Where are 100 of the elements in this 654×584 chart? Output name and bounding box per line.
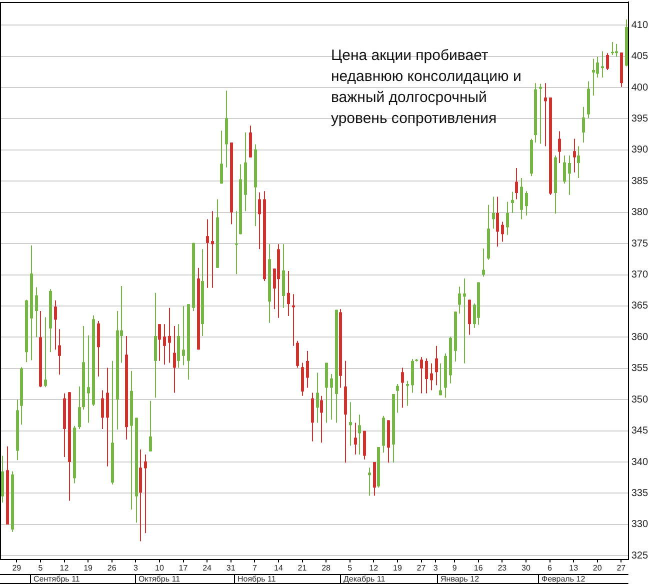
y-tick-label: 400	[631, 82, 648, 94]
x-tick-label: 12	[369, 563, 379, 572]
x-tick-label: 31	[226, 563, 236, 572]
candlestick	[573, 138, 576, 173]
candlestick	[539, 83, 542, 144]
text: Декабрь 11	[344, 574, 386, 584]
y-tick-label: 360	[631, 332, 648, 343]
x-tick-label: 14	[274, 563, 284, 572]
candlestick	[287, 270, 290, 316]
x-tick-label: 20	[592, 563, 602, 572]
x-tick-label: 3	[133, 563, 138, 572]
x-tick-label: 30	[522, 563, 531, 572]
candlestick	[258, 192, 261, 250]
candlestick	[563, 155, 566, 184]
candlestick	[496, 196, 499, 248]
candlestick	[592, 58, 595, 96]
candlestick	[439, 362, 442, 396]
candlestick	[492, 196, 495, 230]
x-tick-label: 19	[393, 563, 402, 572]
candlestick	[168, 307, 171, 364]
candlestick	[358, 414, 361, 456]
candlestick	[163, 324, 166, 366]
x-tick-label: 5	[348, 563, 353, 572]
candlestick	[101, 390, 104, 430]
candlestick	[87, 334, 90, 424]
candlestick	[420, 356, 423, 394]
candlestick	[173, 325, 176, 394]
candlestick	[220, 130, 223, 184]
x-tick-label: 21	[298, 563, 308, 572]
y-tick-label: 380	[631, 207, 648, 218]
x-tick-label: 5	[38, 563, 44, 572]
y-tick-label: 330	[631, 519, 648, 530]
x-tick-label: 12	[60, 563, 70, 572]
candlestick	[320, 395, 323, 444]
candlestick	[430, 362, 433, 391]
candlestick	[349, 402, 352, 446]
x-tick-label: 19	[84, 563, 94, 572]
x-tick-label: 27	[416, 563, 426, 572]
x-tick-label: 10	[155, 563, 164, 572]
y-tick-label: 350	[631, 394, 648, 406]
candlestick	[58, 328, 61, 376]
x-tick-label: 23	[498, 563, 508, 572]
text: Февраль 12	[542, 574, 586, 584]
x-tick-label: 17	[178, 563, 188, 572]
x-tick-label: 27	[616, 563, 626, 572]
candlestick	[78, 386, 81, 430]
candlestick	[511, 191, 514, 214]
y-tick-label: 335	[631, 488, 648, 499]
y-tick-label: 390	[631, 144, 648, 156]
candlestick	[206, 218, 209, 288]
y-tick-label: 410	[631, 20, 648, 31]
candlestick	[211, 210, 214, 288]
y-tick-label: 365	[631, 300, 648, 312]
text: Сентябрь 11	[34, 574, 80, 584]
annotation: Цена акции пробивает недавнюю консолидацию и важный долгосрочный уровень сопротивления	[331, 46, 522, 129]
candlestick	[482, 248, 485, 278]
candlestick	[54, 300, 57, 350]
x-tick-label: 7	[252, 563, 258, 572]
text: Ноябрь 11	[238, 574, 276, 584]
x-tick-label: 28	[322, 563, 332, 572]
candlestick	[182, 305, 185, 366]
candlestick	[406, 380, 409, 406]
x-tick-label: 16	[474, 563, 484, 572]
y-tick-label: 385	[631, 176, 648, 187]
candlestick	[501, 221, 504, 242]
candlestick	[396, 384, 399, 414]
y-tick-label: 375	[631, 238, 648, 250]
x-tick-label: 6	[548, 563, 553, 572]
candlestick	[596, 56, 599, 78]
y-tick-label: 340	[631, 456, 648, 468]
candlestick	[296, 340, 299, 368]
candlestick	[354, 422, 357, 456]
candlestick	[525, 190, 528, 216]
candlestick	[506, 201, 509, 236]
candlestick	[330, 374, 333, 420]
candlestick	[316, 372, 319, 424]
candlestick	[149, 400, 152, 452]
candlestick	[606, 52, 609, 71]
candlestick	[458, 286, 461, 314]
candlestick	[306, 350, 309, 388]
candlestick	[368, 467, 371, 496]
candlestick	[35, 286, 38, 338]
y-tick-label: 345	[631, 426, 648, 437]
x-tick-label: 9	[452, 563, 458, 572]
candlestick	[401, 367, 404, 408]
candlestick	[568, 155, 571, 196]
candlestick	[44, 316, 47, 388]
y-tick-label: 325	[631, 550, 648, 562]
candlestick	[515, 168, 518, 200]
candlestick	[582, 106, 585, 143]
candlestick	[544, 82, 547, 147]
x-tick-label: 13	[569, 563, 579, 572]
candlestick	[520, 178, 523, 220]
x-tick-label: 24	[202, 563, 212, 572]
candlestick	[435, 345, 438, 386]
candlestick	[97, 320, 100, 378]
candlestick	[463, 278, 466, 364]
y-tick-label: 395	[631, 113, 648, 124]
candlestick	[235, 210, 238, 275]
y-tick-label: 370	[631, 270, 648, 281]
